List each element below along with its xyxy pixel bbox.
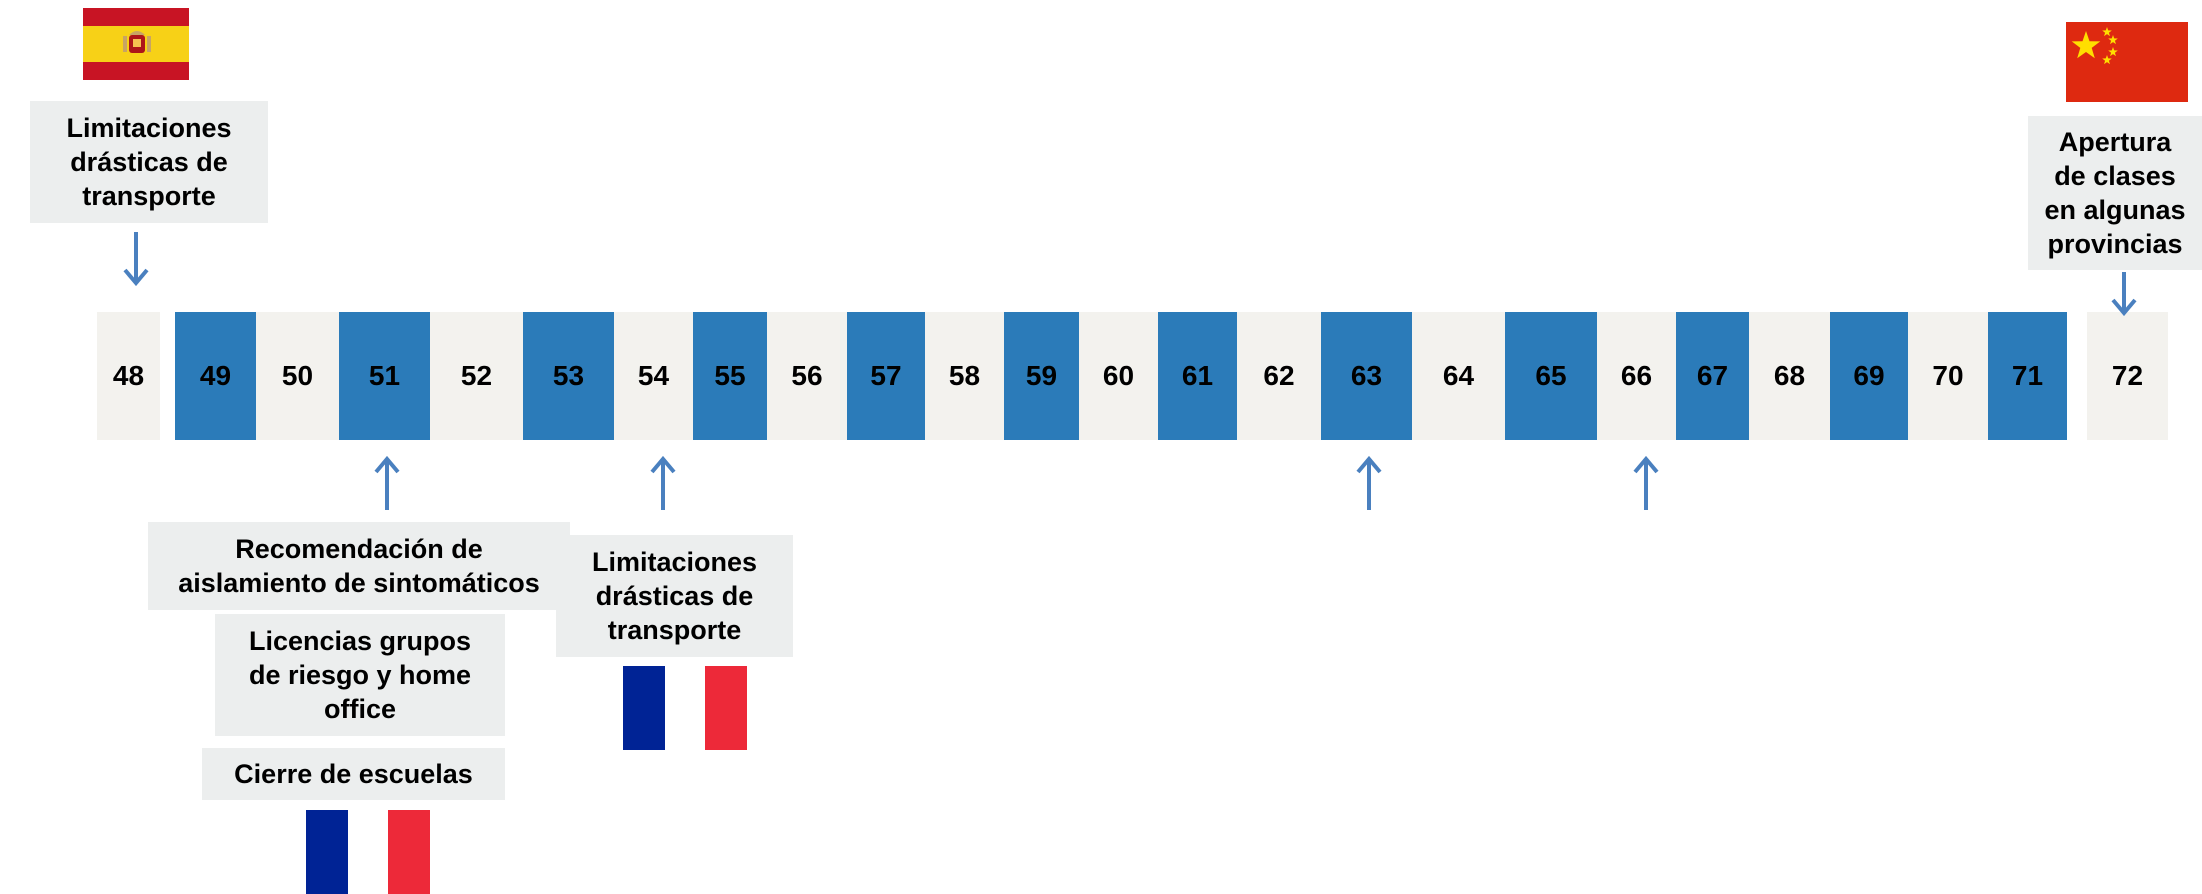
note-line: transporte xyxy=(607,615,742,645)
week-cell: 67 xyxy=(1676,312,1749,440)
arrow-down-icon xyxy=(2111,272,2137,316)
week-cell: 52 xyxy=(430,312,523,440)
large-star-icon xyxy=(2071,31,2101,59)
spain-flag xyxy=(83,8,189,80)
arrow-up-icon xyxy=(1633,456,1659,510)
week-cell: 72 xyxy=(2087,312,2168,440)
note-line: Apertura xyxy=(2058,127,2172,157)
arrow-down-icon xyxy=(123,232,149,286)
small-star-icon xyxy=(2108,47,2118,57)
week-cell: 71 xyxy=(1988,312,2067,440)
week-cell: 49 xyxy=(175,312,256,440)
note-line: en algunas xyxy=(2044,195,2186,225)
week-cell: 55 xyxy=(693,312,767,440)
note-line: Recomendación de xyxy=(235,534,483,564)
week-cell: 54 xyxy=(614,312,693,440)
note-line: office xyxy=(323,694,396,724)
note-line: drásticas de xyxy=(70,147,228,177)
note-line: Limitaciones xyxy=(591,547,758,577)
week-cell: 51 xyxy=(339,312,430,440)
note-france-transport: Limitaciones drásticas de transporte xyxy=(556,535,793,657)
note-school-closure: Cierre de escuelas xyxy=(202,748,505,800)
week-cell: 60 xyxy=(1079,312,1158,440)
note-line: Limitaciones xyxy=(66,113,232,143)
note-spain-transport: Limitaciones drásticas de transporte xyxy=(30,101,268,223)
week-cell: 66 xyxy=(1597,312,1676,440)
week-cell: 70 xyxy=(1908,312,1988,440)
note-line: Cierre de escuelas xyxy=(234,759,473,789)
note-risk-group-licenses: Licencias grupos de riesgo y home office xyxy=(215,614,505,736)
arrow-up-icon xyxy=(650,456,676,510)
note-china-class-opening: Apertura de clases en algunas provincias xyxy=(2028,116,2202,270)
week-cell: 58 xyxy=(925,312,1004,440)
week-cell: 69 xyxy=(1830,312,1908,440)
small-star-icon xyxy=(2102,55,2112,65)
note-isolation-recommendation: Recomendación de aislamiento de sintomáti… xyxy=(148,522,570,610)
note-line: de clases xyxy=(2054,161,2176,191)
arrow-up-icon xyxy=(1356,456,1382,510)
france-flag xyxy=(306,810,430,894)
week-cell: 50 xyxy=(256,312,339,440)
week-cell: 57 xyxy=(847,312,925,440)
week-cell: 68 xyxy=(1749,312,1830,440)
week-cell: 53 xyxy=(523,312,614,440)
note-line: transporte xyxy=(82,181,216,211)
week-cell: 48 xyxy=(97,312,160,440)
week-cell: 62 xyxy=(1237,312,1321,440)
note-line: de riesgo y home xyxy=(248,660,472,690)
note-line: provincias xyxy=(2047,229,2183,259)
france-flag xyxy=(623,666,747,750)
week-cell: 56 xyxy=(767,312,847,440)
spain-coat-of-arms-icon xyxy=(123,31,151,53)
small-star-icon xyxy=(2102,27,2112,37)
week-cell: 64 xyxy=(1412,312,1505,440)
note-line: Licencias grupos xyxy=(248,626,472,656)
arrow-up-icon xyxy=(374,456,400,510)
note-line: drásticas de xyxy=(595,581,754,611)
week-cell: 61 xyxy=(1158,312,1237,440)
week-cell: 65 xyxy=(1505,312,1597,440)
china-flag xyxy=(2066,22,2188,102)
week-cell: 63 xyxy=(1321,312,1412,440)
note-line: aislamiento de sintomáticos xyxy=(178,568,540,598)
week-cell: 59 xyxy=(1004,312,1079,440)
small-star-icon xyxy=(2108,35,2118,45)
